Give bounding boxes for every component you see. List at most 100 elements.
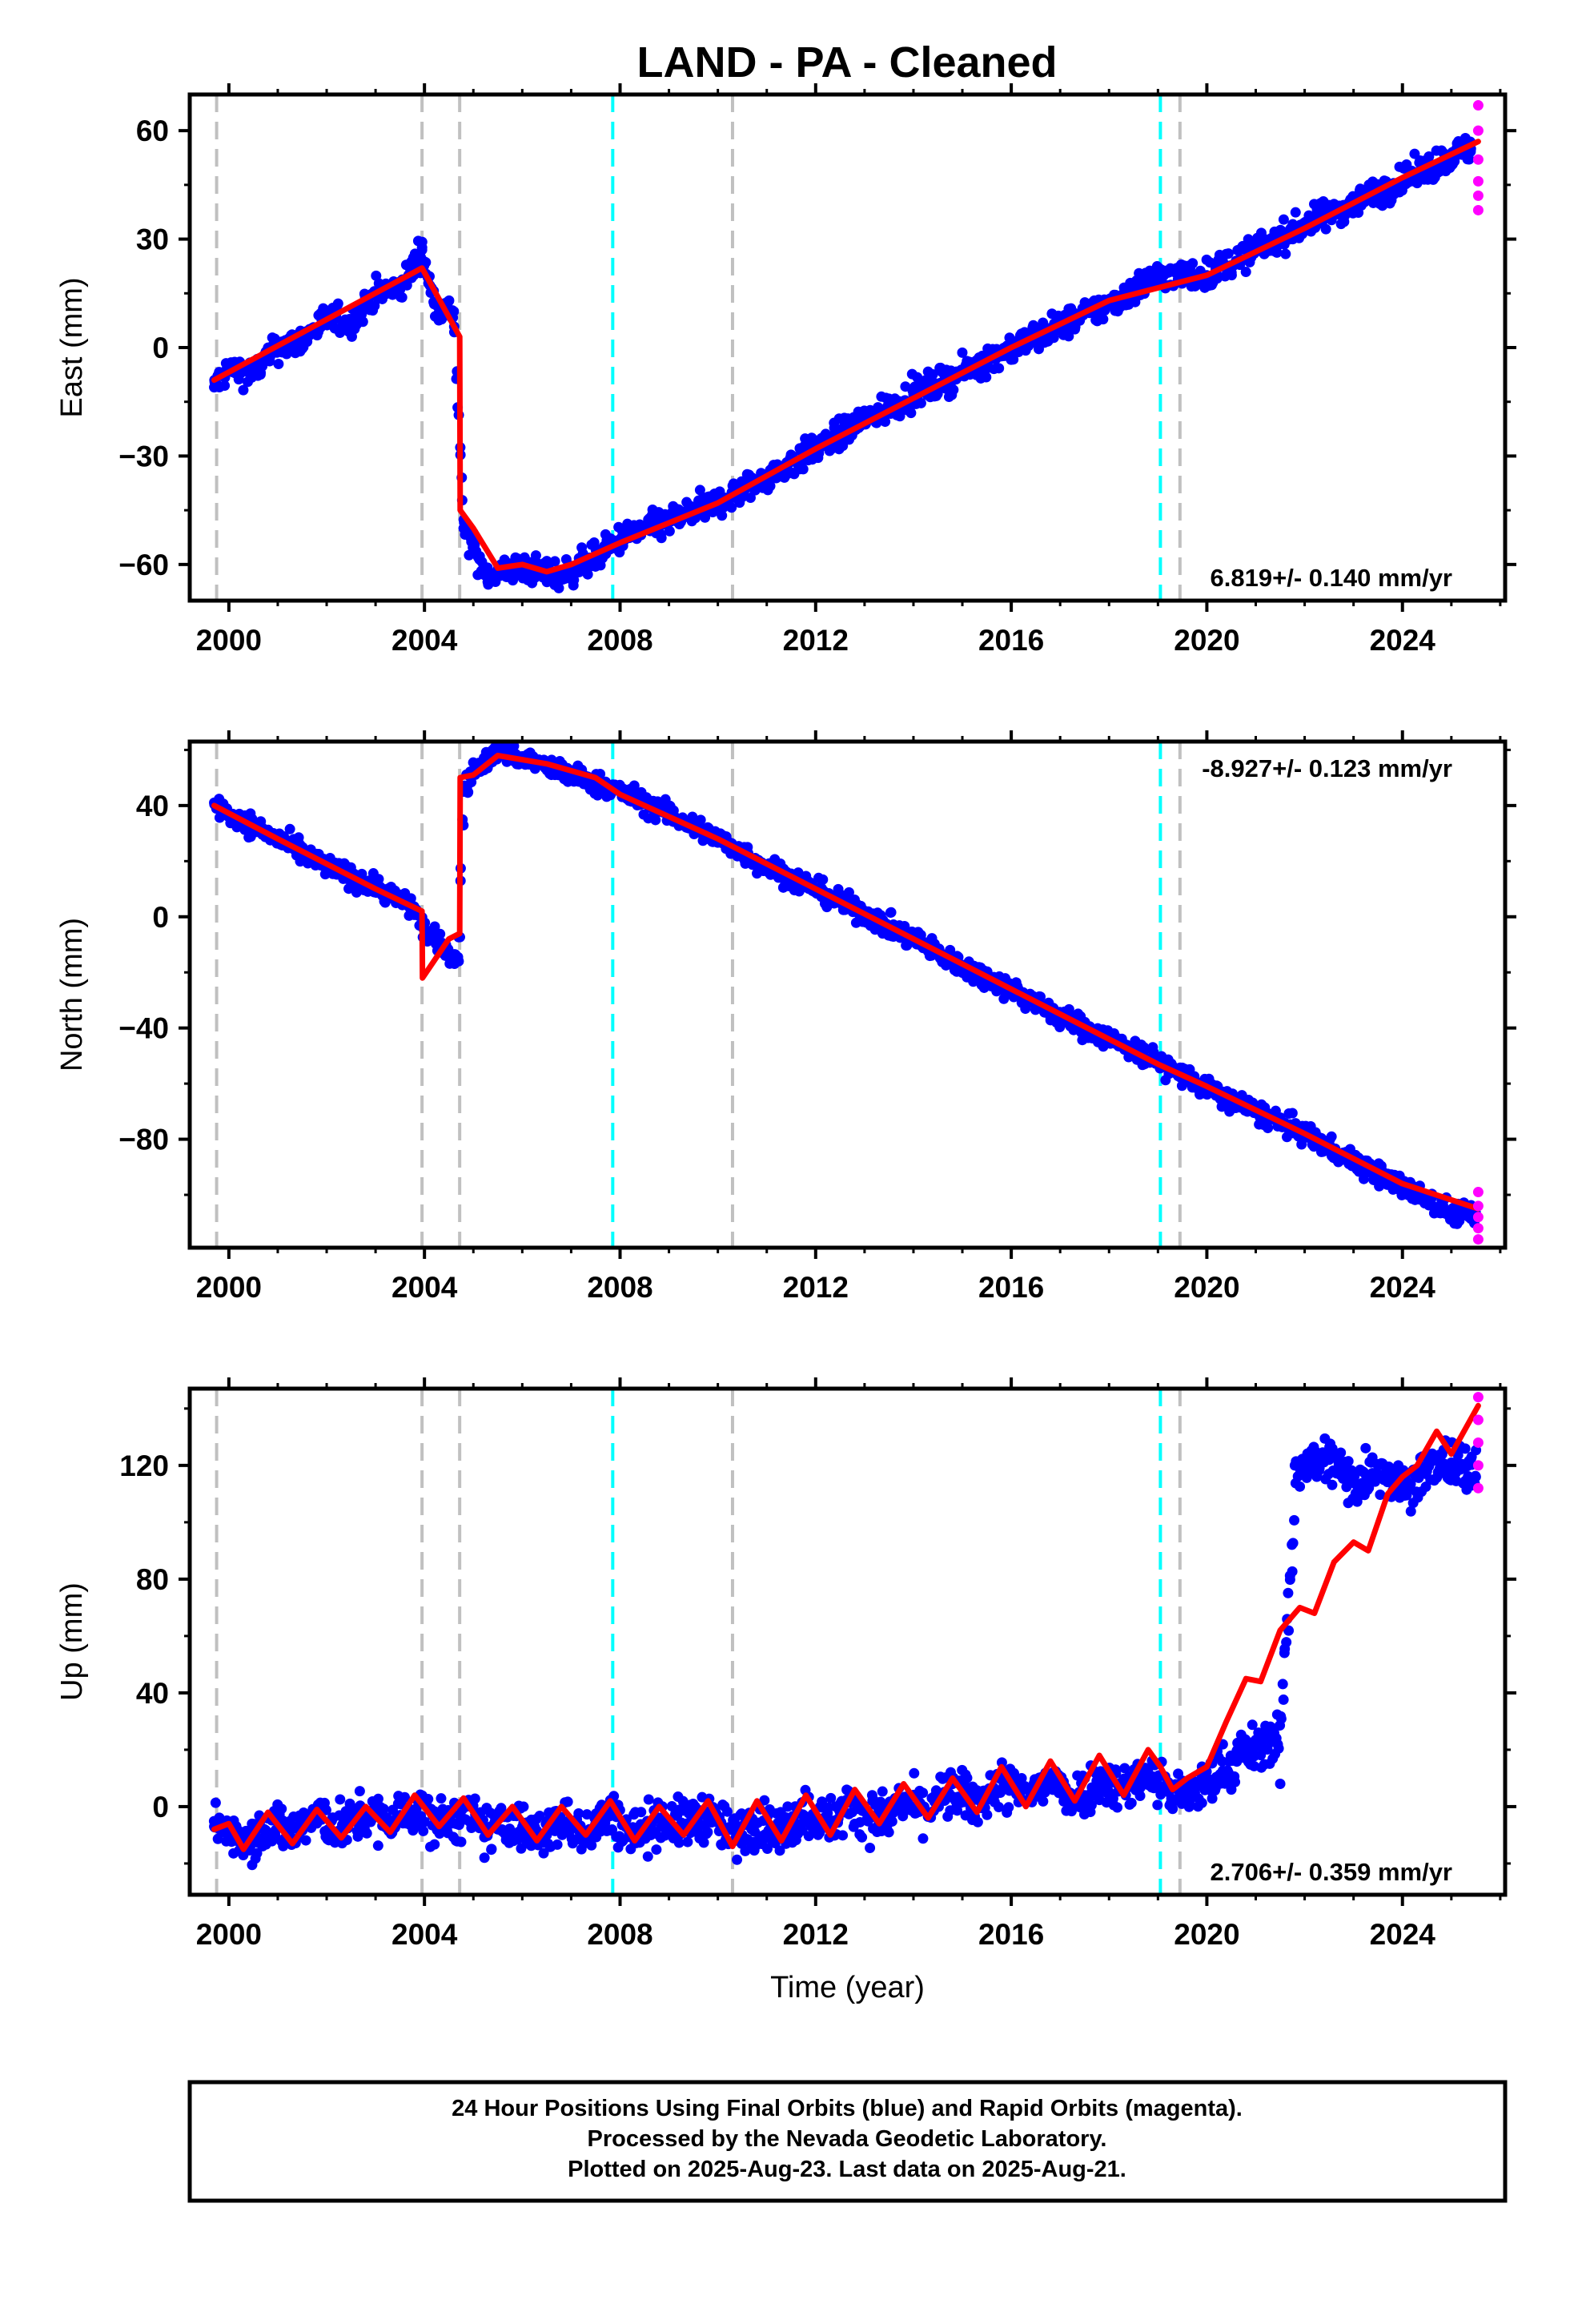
up-final-point bbox=[702, 1827, 713, 1838]
east-final-point bbox=[664, 525, 675, 537]
up-final-point bbox=[651, 1844, 662, 1856]
east-final-point bbox=[1290, 207, 1301, 218]
east-final-point bbox=[905, 408, 917, 419]
up-final-point bbox=[1119, 1763, 1130, 1774]
up-final-point bbox=[1281, 1637, 1292, 1648]
east-xtick-label: 2016 bbox=[978, 624, 1044, 657]
north-final-point bbox=[687, 811, 698, 822]
up-xtick-label: 2016 bbox=[978, 1918, 1044, 1951]
up-final-point bbox=[740, 1845, 751, 1856]
up-final-point bbox=[1287, 1566, 1298, 1577]
up-final-point bbox=[1262, 1744, 1273, 1755]
up-final-point bbox=[1375, 1490, 1386, 1501]
up-final-point bbox=[534, 1811, 545, 1822]
up-final-point bbox=[1273, 1743, 1284, 1754]
up-final-point bbox=[909, 1767, 920, 1779]
east-final-point bbox=[416, 236, 428, 247]
east-final-point bbox=[1187, 258, 1199, 269]
up-final-point bbox=[1196, 1797, 1207, 1808]
east-final-anchor-point bbox=[416, 244, 428, 255]
east-plot-area bbox=[209, 94, 1484, 601]
north-final-point bbox=[1287, 1108, 1298, 1119]
up-final-point bbox=[1279, 1647, 1290, 1659]
north-xtick-label: 2012 bbox=[783, 1271, 849, 1304]
up-rapid-orbit-points bbox=[1472, 1392, 1484, 1494]
north-final-anchor-point bbox=[1446, 1206, 1457, 1217]
east-final-point bbox=[765, 480, 776, 492]
up-final-anchor-point bbox=[1470, 1471, 1481, 1482]
east-final-point bbox=[880, 416, 891, 428]
footer-line-1: 24 Hour Positions Using Final Orbits (bl… bbox=[452, 2096, 1243, 2121]
up-final-point bbox=[419, 1816, 430, 1827]
up-final-point bbox=[210, 1797, 221, 1808]
up-rapid-point bbox=[1472, 1437, 1484, 1448]
up-final-point bbox=[1016, 1772, 1027, 1783]
east-rapid-orbit-points bbox=[1472, 100, 1484, 215]
east-final-point bbox=[927, 368, 938, 380]
up-final-point bbox=[1295, 1481, 1306, 1492]
north-ytick-label: −80 bbox=[118, 1124, 169, 1156]
up-final-point bbox=[1134, 1791, 1146, 1802]
up-final-point bbox=[643, 1794, 654, 1805]
up-ytick-label: 0 bbox=[152, 1791, 169, 1823]
up-final-point bbox=[320, 1804, 331, 1815]
up-final-point bbox=[1335, 1447, 1347, 1458]
up-final-point bbox=[486, 1844, 497, 1855]
east-final-point bbox=[957, 347, 968, 358]
up-final-point bbox=[456, 1836, 467, 1848]
up-final-point bbox=[917, 1833, 929, 1844]
east-ytick-label: −60 bbox=[118, 549, 169, 581]
up-final-point bbox=[400, 1791, 411, 1803]
footer-line-2: Processed by the Nevada Geodetic Laborat… bbox=[588, 2126, 1107, 2152]
north-xtick-label: 2004 bbox=[391, 1271, 458, 1304]
up-xtick-label: 2024 bbox=[1370, 1918, 1436, 1951]
up-final-point bbox=[372, 1840, 383, 1852]
north-ytick-label: 0 bbox=[152, 901, 169, 934]
up-final-point bbox=[1343, 1456, 1354, 1467]
up-final-point bbox=[496, 1803, 507, 1814]
up-final-point bbox=[429, 1839, 440, 1850]
east-final-point bbox=[1280, 248, 1291, 259]
up-final-anchor-point bbox=[1226, 1784, 1237, 1795]
up-xtick-label: 2008 bbox=[587, 1918, 652, 1951]
east-ytick-label: 0 bbox=[152, 332, 169, 364]
up-final-point bbox=[1278, 1694, 1289, 1705]
up-xtick-label: 2004 bbox=[391, 1918, 458, 1951]
east-plot-background bbox=[190, 94, 1505, 601]
east-final-point bbox=[1320, 223, 1331, 235]
up-final-point bbox=[573, 1807, 584, 1819]
east-final-point bbox=[553, 582, 564, 593]
north-rapid-point bbox=[1472, 1187, 1484, 1198]
up-final-point bbox=[782, 1801, 793, 1812]
up-final-point bbox=[276, 1803, 287, 1815]
east-model-curve bbox=[211, 139, 1481, 575]
east-final-point bbox=[797, 464, 809, 475]
up-ylabel: Up (mm) bbox=[55, 1582, 89, 1701]
east-ytick-label: 60 bbox=[136, 115, 169, 147]
up-final-anchor-point bbox=[1348, 1477, 1359, 1488]
north-final-point bbox=[1326, 1131, 1337, 1142]
up-final-point bbox=[418, 1825, 429, 1836]
up-xlabel: Time (year) bbox=[770, 1971, 925, 2004]
up-final-point bbox=[993, 1801, 1004, 1812]
up-final-point bbox=[962, 1772, 973, 1783]
up-final-point bbox=[251, 1848, 263, 1859]
east-xtick-label: 2012 bbox=[783, 624, 849, 657]
up-final-point bbox=[1284, 1574, 1295, 1585]
up-final-anchor-point bbox=[1421, 1466, 1432, 1477]
up-final-point bbox=[761, 1843, 773, 1854]
up-final-point bbox=[774, 1845, 785, 1856]
east-ytick-label: −30 bbox=[118, 440, 169, 472]
north-final-point bbox=[650, 814, 661, 826]
north-xtick-label: 2020 bbox=[1174, 1271, 1239, 1304]
up-final-point bbox=[436, 1793, 447, 1804]
up-final-anchor-point bbox=[1446, 1457, 1457, 1468]
east-final-point bbox=[273, 358, 284, 369]
up-final-point bbox=[1086, 1799, 1097, 1811]
up-rapid-point bbox=[1472, 1482, 1484, 1494]
east-final-point bbox=[1211, 273, 1223, 284]
east-rapid-point bbox=[1472, 190, 1484, 201]
up-final-point bbox=[1283, 1587, 1294, 1598]
north-final-point bbox=[405, 893, 416, 904]
east-final-point bbox=[745, 492, 756, 503]
